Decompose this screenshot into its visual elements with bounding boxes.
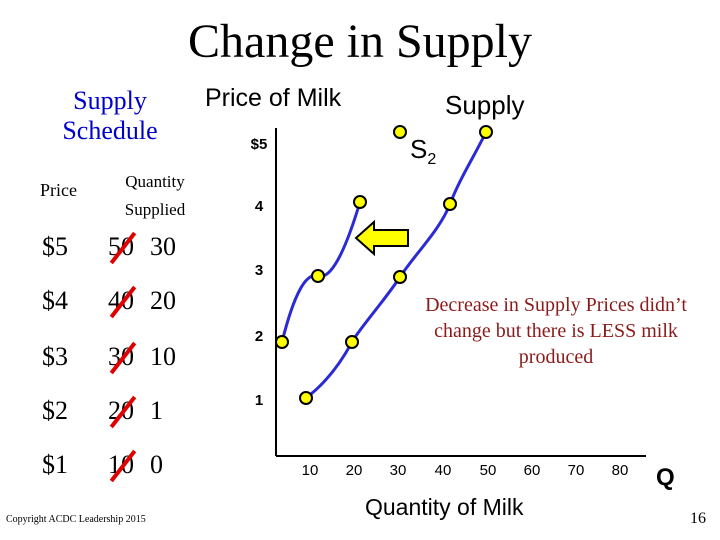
- x-tick-label: 70: [567, 462, 585, 479]
- schedule-price-cell: $3: [42, 342, 68, 371]
- x-tick-label: 50: [479, 462, 497, 479]
- y-tick-label: $5: [250, 136, 268, 153]
- y-tick-label: 1: [254, 392, 264, 409]
- page-number: 16: [690, 510, 706, 527]
- schedule-price-cell: $2: [42, 396, 68, 425]
- quantity-axis-symbol: Q: [656, 464, 675, 491]
- y-tick-label: 2: [254, 328, 264, 345]
- x-tick-label: 20: [345, 462, 363, 479]
- slide-title: Change in Supply: [188, 15, 532, 68]
- schedule-price-cell: $4: [42, 286, 68, 315]
- quantity-column-header: Quantity Supplied: [124, 172, 186, 219]
- supply-label: Supply: [445, 90, 525, 120]
- x-tick-label: 40: [434, 462, 452, 479]
- schedule-title: Supply Schedule: [62, 86, 158, 145]
- schedule-price-cell: $5: [42, 232, 68, 261]
- schedule-new-qty-cell: 0: [150, 450, 163, 479]
- y-tick-label: 3: [254, 262, 264, 279]
- quantity-axis-title: Quantity of Milk: [365, 494, 524, 520]
- s2-label-main: S: [410, 134, 428, 164]
- left-arrow-icon: [354, 219, 409, 257]
- schedule-price-cell: $1: [42, 450, 68, 479]
- x-tick-label: 60: [523, 462, 541, 479]
- x-tick-label: 80: [611, 462, 629, 479]
- copyright-notice: Copyright ACDC Leadership 2015: [6, 514, 146, 525]
- curve-point: [393, 270, 407, 284]
- curve-point: [353, 195, 367, 209]
- y-tick-label: 4: [254, 198, 264, 215]
- s2-label: S2: [410, 134, 436, 169]
- curve-point: [393, 125, 407, 139]
- curve-point: [345, 335, 359, 349]
- schedule-new-qty-cell: 10: [150, 342, 176, 371]
- schedule-new-qty-cell: 30: [150, 232, 176, 261]
- schedule-new-qty-cell: 20: [150, 286, 176, 315]
- curve-point: [311, 269, 325, 283]
- curve-point: [299, 391, 313, 405]
- curve-point: [443, 197, 457, 211]
- price-column-header: Price: [40, 180, 77, 200]
- decrease-note: Decrease in Supply Prices didn’t change …: [425, 294, 687, 368]
- curve-point: [479, 125, 493, 139]
- s2-label-sub: 2: [427, 151, 437, 169]
- x-tick-label: 30: [389, 462, 407, 479]
- x-tick-label: 10: [301, 462, 319, 479]
- price-axis-title: Price of Milk: [205, 84, 342, 112]
- schedule-new-qty-cell: 1: [150, 396, 163, 425]
- curve-point: [275, 335, 289, 349]
